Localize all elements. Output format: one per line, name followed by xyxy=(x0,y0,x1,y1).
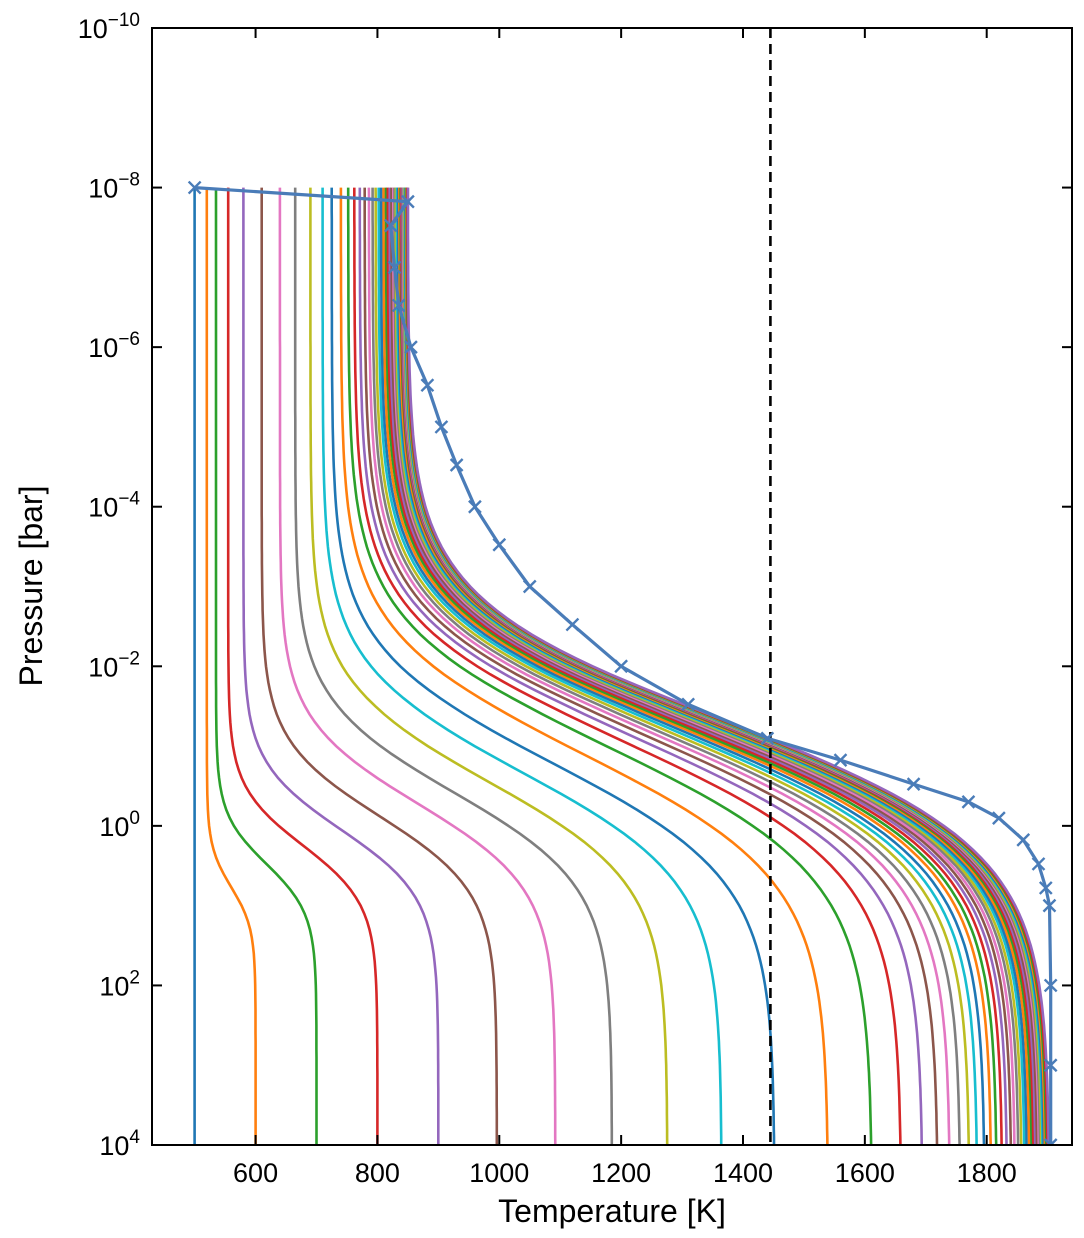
iteration-line-16 xyxy=(363,187,939,1145)
x-axis-label: Temperature [K] xyxy=(498,1193,726,1229)
y-tick-label: 10−2 xyxy=(88,648,140,682)
iteration-line-12 xyxy=(339,187,829,1145)
final-profile-marker-8 xyxy=(434,420,449,434)
y-tick-label: 10−4 xyxy=(88,489,140,523)
iteration-line-22 xyxy=(382,187,992,1145)
iteration-line-21 xyxy=(379,187,986,1145)
x-tick-label: 800 xyxy=(355,1158,400,1188)
iteration-line-18 xyxy=(371,187,961,1145)
y-tick-label: 102 xyxy=(99,967,140,1001)
final-profile-marker-1 xyxy=(187,180,202,195)
final-profile-marker-3 xyxy=(383,218,398,233)
final-profile-marker-13 xyxy=(565,617,580,632)
x-tick-label: 1800 xyxy=(957,1158,1017,1188)
x-tick-label: 1000 xyxy=(469,1158,529,1188)
final-profile-marker-22 xyxy=(1031,857,1046,871)
iteration-line-3 xyxy=(214,187,318,1145)
iteration-line-2 xyxy=(205,187,257,1145)
final-profile-marker-4 xyxy=(387,260,402,275)
iteration-line-19 xyxy=(374,187,970,1145)
final-profile-marker-2 xyxy=(401,194,415,209)
final-profile-marker-27 xyxy=(1043,1138,1058,1145)
x-tick-label: 1400 xyxy=(713,1158,773,1188)
iteration-line-26 xyxy=(390,187,1013,1145)
iteration-line-13 xyxy=(346,187,873,1145)
y-axis-label: Pressure [bar] xyxy=(13,486,49,687)
iteration-line-24 xyxy=(386,187,1003,1145)
final-profile-marker-11 xyxy=(492,537,507,552)
iteration-line-6 xyxy=(260,187,499,1145)
final-profile-marker-10 xyxy=(468,499,482,514)
iteration-line-10 xyxy=(321,187,723,1145)
x-tick-label: 1600 xyxy=(835,1158,895,1188)
iteration-line-8 xyxy=(293,187,614,1145)
iteration-line-9 xyxy=(309,187,669,1145)
final-profile-marker-7 xyxy=(420,378,435,393)
final-profile-marker-18 xyxy=(906,777,921,791)
final-profile-marker-12 xyxy=(522,579,537,594)
final-profile-marker-6 xyxy=(404,340,418,354)
final-profile-marker-17 xyxy=(833,753,848,767)
final-profile-marker-26 xyxy=(1043,1058,1058,1073)
iteration-line-25 xyxy=(388,187,1008,1145)
final-profile-marker-16 xyxy=(760,731,775,746)
iteration-line-17 xyxy=(367,187,951,1145)
final-profile-marker-25 xyxy=(1043,978,1058,993)
final-profile-marker-5 xyxy=(391,298,406,313)
iteration-line-7 xyxy=(278,187,557,1145)
x-tick-label: 600 xyxy=(233,1158,278,1188)
iteration-line-5 xyxy=(242,187,440,1145)
final-profile-marker-14 xyxy=(614,659,628,674)
y-tick-label: 10−10 xyxy=(78,10,140,44)
iteration-line-11 xyxy=(330,187,776,1145)
iteration-line-20 xyxy=(377,187,978,1145)
final-profile-marker-9 xyxy=(449,458,464,472)
plot-frame xyxy=(151,27,1073,1146)
x-tick-label: 1200 xyxy=(591,1158,651,1188)
y-tick-label: 100 xyxy=(99,808,140,842)
final-profile-marker-24 xyxy=(1042,898,1057,913)
iteration-line-4 xyxy=(226,187,379,1145)
y-tick-label: 10−8 xyxy=(88,170,140,204)
iteration-line-15 xyxy=(358,187,923,1145)
plot-background xyxy=(152,28,1072,1145)
iteration-line-23 xyxy=(384,187,998,1145)
final-profile-marker-23 xyxy=(1038,881,1053,895)
iteration-line-14 xyxy=(353,187,902,1145)
iteration-line-45 xyxy=(406,187,1050,1145)
y-tick-label: 104 xyxy=(99,1127,140,1161)
y-tick-label: 10−6 xyxy=(88,329,140,363)
iteration-lines xyxy=(193,187,1050,1145)
final-profile-marker-20 xyxy=(992,811,1006,825)
final-profile-marker-19 xyxy=(961,794,976,809)
axis-ticks: 600 800 1000 1200 1400 1600 1800 10−10 10−8 10−6 1… xyxy=(78,10,1072,1188)
final-profile-marker-15 xyxy=(681,697,696,712)
final-profile-marker-21 xyxy=(1016,833,1031,847)
final-profile-group xyxy=(187,180,1058,1145)
